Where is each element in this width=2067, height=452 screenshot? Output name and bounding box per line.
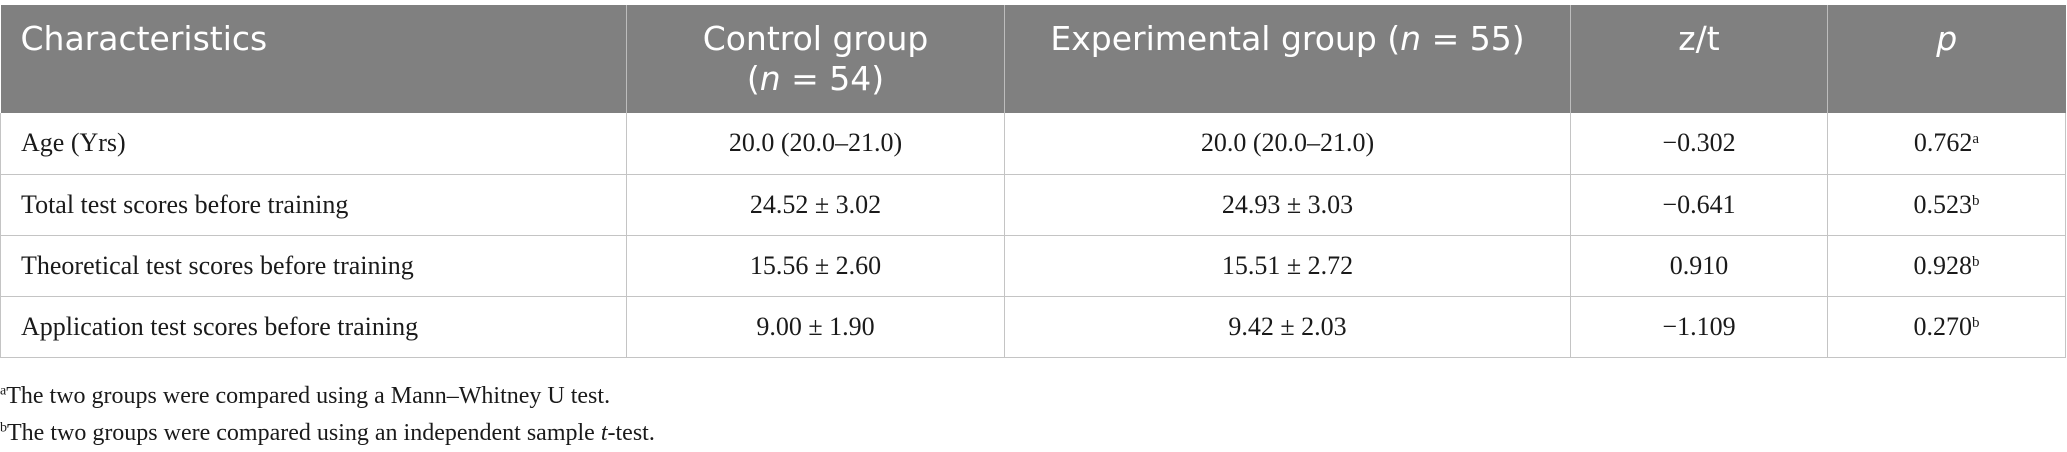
cell-zt: −0.302: [1570, 113, 1828, 175]
p-value: 0.928: [1913, 250, 1973, 280]
p-value: 0.270: [1913, 311, 1973, 341]
cell-control: 24.52 ± 3.02: [626, 173, 1005, 236]
table-row: Age (Yrs) 20.0 (20.0–21.0) 20.0 (20.0–21…: [0, 113, 2066, 175]
header-experimental-count: = 55): [1421, 19, 1525, 58]
cell-zt: −1.109: [1570, 295, 1828, 358]
header-characteristics: Characteristics: [0, 5, 627, 113]
baseline-characteristics-table: Characteristics Control group (n = 54) Ex…: [0, 5, 2067, 358]
header-control-paren: (: [746, 59, 760, 98]
footnote-marker: b: [1972, 192, 1980, 209]
cell-p: 0.762a: [1827, 113, 2066, 175]
footnote-marker: a: [1972, 131, 1980, 147]
cell-experimental: 9.42 ± 2.03: [1004, 295, 1571, 358]
header-zt: z/t: [1570, 5, 1828, 113]
cell-p: 0.928b: [1827, 234, 2066, 297]
footnote-b-italic: t: [600, 420, 608, 446]
table-row: Total test scores before training 24.52 …: [0, 173, 2066, 236]
p-value: 0.523: [1913, 189, 1973, 219]
header-p: p: [1827, 5, 2066, 113]
p-value: 0.762: [1913, 128, 1973, 158]
cell-control: 15.56 ± 2.60: [626, 234, 1005, 297]
header-control-group: Control group (n = 54): [626, 5, 1005, 113]
footnote-b-text-end: -test.: [607, 420, 655, 446]
header-zt-label: z/t: [1678, 19, 1720, 58]
cell-zt: 0.910: [1570, 234, 1828, 297]
footnote-a-marker: a: [0, 383, 7, 399]
cell-zt: −0.641: [1570, 173, 1828, 236]
cell-characteristic: Application test scores before training: [0, 295, 627, 358]
cell-control: 20.0 (20.0–21.0): [626, 113, 1005, 175]
cell-experimental: 15.51 ± 2.72: [1004, 234, 1571, 297]
cell-characteristic: Theoretical test scores before training: [0, 234, 627, 297]
footnote-marker: b: [1972, 314, 1980, 331]
cell-characteristic: Age (Yrs): [0, 113, 627, 175]
footnote-b-text: The two groups were compared using an in…: [7, 420, 601, 446]
footnote-a: aThe two groups were compared using a Ma…: [0, 378, 655, 415]
cell-control: 9.00 ± 1.90: [626, 295, 1005, 358]
footnote-b-marker: b: [0, 420, 7, 436]
table-header: Characteristics Control group (n = 54) Ex…: [0, 5, 2066, 113]
data-table: Characteristics Control group (n = 54) Ex…: [0, 5, 2066, 358]
table-row: Application test scores before training …: [0, 295, 2066, 358]
cell-p: 0.270b: [1827, 295, 2066, 358]
cell-experimental: 20.0 (20.0–21.0): [1004, 113, 1571, 175]
cell-p: 0.523b: [1827, 173, 2066, 236]
footnote-a-text: The two groups were compared using a Man…: [6, 383, 611, 409]
header-p-label: p: [1936, 19, 1958, 58]
header-experimental-label: Experimental group (: [1050, 19, 1401, 58]
header-characteristics-label: Characteristics: [20, 19, 268, 58]
footnote-marker: b: [1972, 253, 1980, 270]
header-control-label: Control group: [702, 19, 929, 58]
header-experimental-group: Experimental group (n = 55): [1004, 5, 1571, 113]
table-footnotes: aThe two groups were compared using a Ma…: [0, 378, 655, 452]
cell-characteristic: Total test scores before training: [0, 173, 627, 236]
table-body: Age (Yrs) 20.0 (20.0–21.0) 20.0 (20.0–21…: [0, 113, 2066, 358]
cell-experimental: 24.93 ± 3.03: [1004, 173, 1571, 236]
header-control-n: n: [759, 59, 781, 98]
header-control-count: = 54): [780, 59, 885, 98]
footnote-b: bThe two groups were compared using an i…: [0, 415, 655, 452]
header-experimental-n: n: [1400, 19, 1422, 58]
table-row: Theoretical test scores before training …: [0, 234, 2066, 297]
header-row: Characteristics Control group (n = 54) Ex…: [0, 5, 2066, 113]
